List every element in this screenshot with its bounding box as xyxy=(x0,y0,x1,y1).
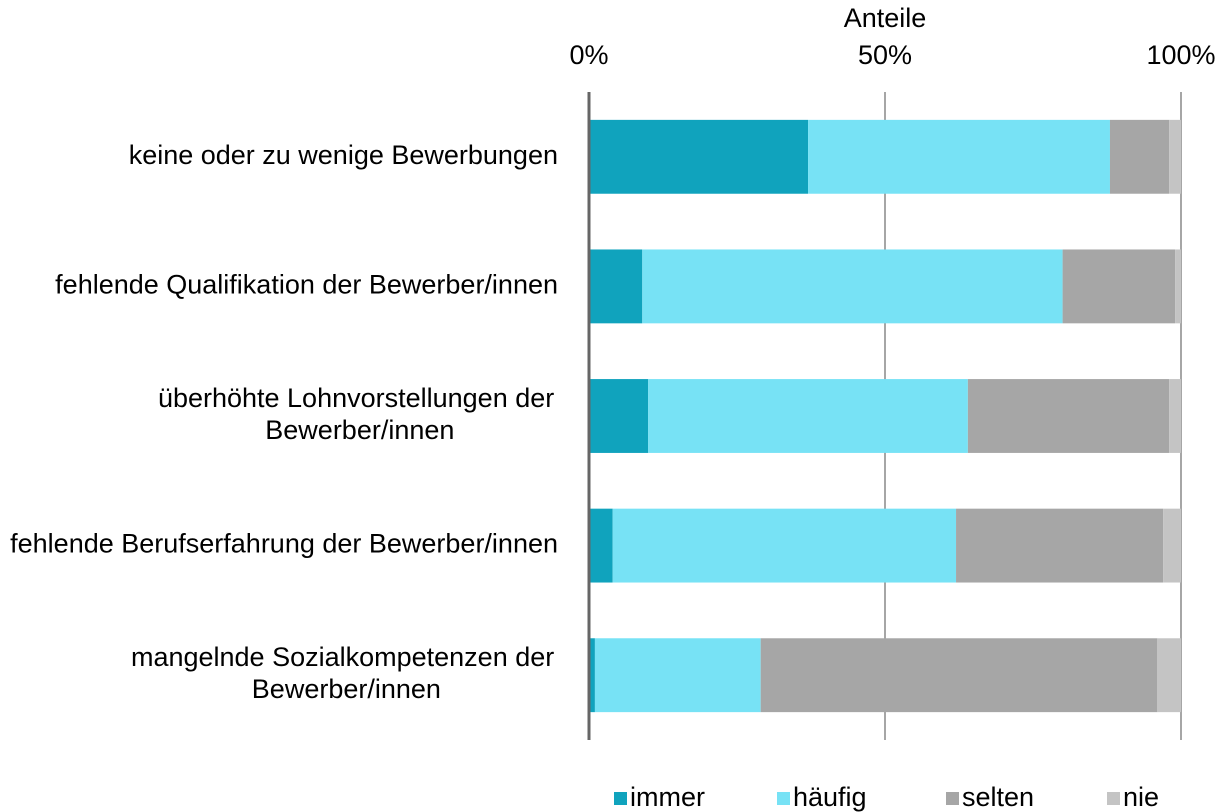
x-tick-label: 100% xyxy=(1146,40,1215,70)
bar-segment xyxy=(589,379,649,453)
x-axis-label: Anteile xyxy=(844,3,927,33)
legend-swatch xyxy=(614,792,627,805)
bar-segment xyxy=(1157,638,1181,713)
bar-segment xyxy=(642,249,1063,324)
legend-label: häufig xyxy=(793,782,867,812)
bar-segment xyxy=(589,119,809,194)
legend-swatch xyxy=(777,792,790,805)
bar-segment xyxy=(612,508,957,583)
y-tick-label: fehlende Qualifikation der Bewerber/inne… xyxy=(55,270,558,300)
bar-segment xyxy=(1169,379,1181,453)
bar-segment xyxy=(589,249,643,324)
y-tick-label: keine oder zu wenige Bewerbungen xyxy=(129,140,558,170)
legend-swatch xyxy=(946,792,959,805)
bar-segment xyxy=(589,508,613,583)
x-tick-label: 0% xyxy=(569,40,608,70)
legend-label: selten xyxy=(962,782,1034,812)
bar-segment xyxy=(967,379,1170,453)
bar-segment xyxy=(760,638,1158,713)
bar-segment xyxy=(808,119,1110,194)
bar-segment xyxy=(1169,119,1181,194)
bar-segment xyxy=(594,638,761,713)
bar-segment xyxy=(956,508,1164,583)
y-tick-label: fehlende Berufserfahrung der Bewerber/in… xyxy=(10,529,558,559)
legend-swatch xyxy=(1107,792,1120,805)
bar-segment xyxy=(1062,249,1176,324)
bar-segment xyxy=(1109,119,1170,194)
legend-label: nie xyxy=(1123,782,1159,812)
x-tick-label: 50% xyxy=(858,40,912,70)
bar-segment xyxy=(1163,508,1181,583)
legend-label: immer xyxy=(630,782,705,812)
bar-segment xyxy=(648,379,968,453)
y-tick-label: überhöhte Lohnvorstellungen der Bewerber… xyxy=(158,383,562,445)
bar-segment xyxy=(1175,249,1181,324)
bar-segment xyxy=(589,638,595,713)
y-tick-label: mangelnde Sozialkompetenzen der Bewerber… xyxy=(131,642,562,704)
